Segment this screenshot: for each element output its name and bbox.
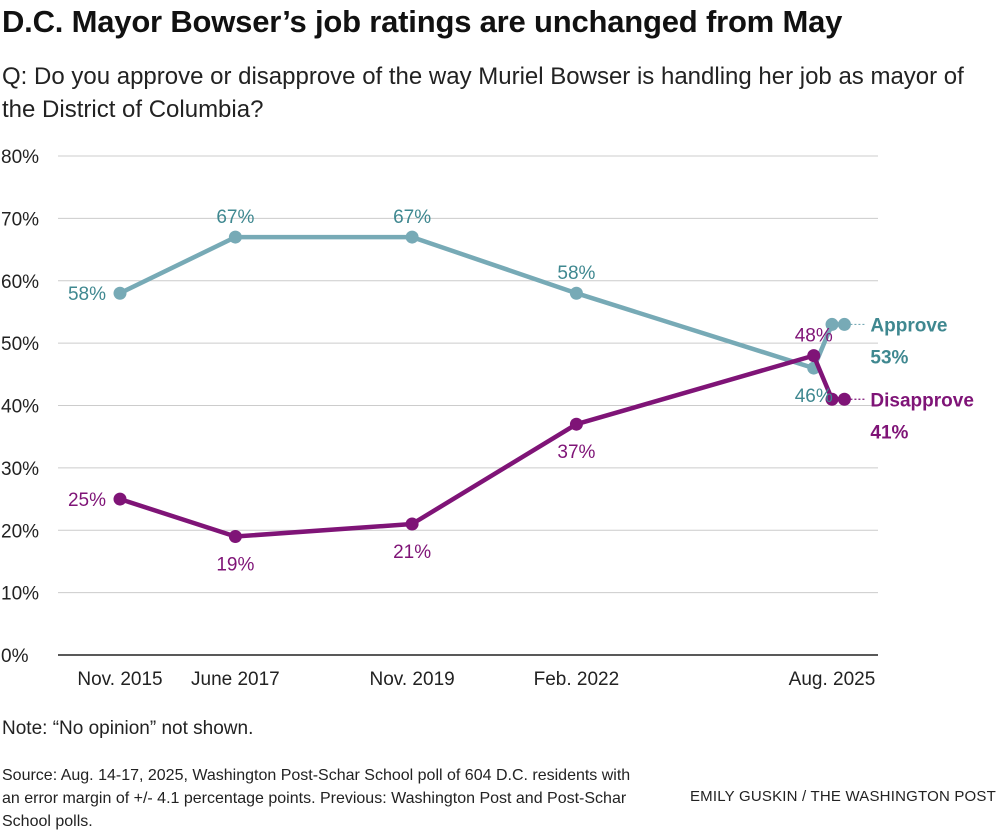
line-chart: 0% 10% 20% 30% 40% 50% 60% 70% 80% Nov. 2015 June… bbox=[1, 147, 974, 690]
gridlines bbox=[58, 155, 878, 656]
approve-line bbox=[117, 234, 835, 371]
disapprove-point bbox=[807, 349, 821, 363]
chart-source: Source: Aug. 14-17, 2025, Washington Pos… bbox=[2, 767, 631, 830]
x-tick-label: Nov. 2019 bbox=[370, 669, 455, 690]
disapprove-point bbox=[825, 392, 839, 406]
approve-value-label: 58% bbox=[68, 284, 106, 305]
disapprove-point bbox=[405, 517, 419, 531]
disapprove-value-label: 37% bbox=[557, 442, 595, 463]
y-tick-label: 30% bbox=[1, 459, 39, 480]
y-tick-label: 50% bbox=[1, 334, 39, 355]
disapprove-value-label: 48% bbox=[795, 326, 833, 347]
approve-value-label: 67% bbox=[216, 207, 254, 228]
chart-note: Note: “No opinion” not shown. bbox=[2, 718, 254, 739]
approve-point bbox=[825, 317, 839, 331]
x-axis-ticks: Nov. 2015 June 2017 Nov. 2019 Feb. 2022 Aug.… bbox=[77, 669, 875, 690]
disapprove-value-label: 19% bbox=[216, 554, 254, 575]
approve-end-value: 53% bbox=[870, 347, 908, 368]
disapprove-line bbox=[117, 353, 835, 539]
y-tick-label: 0% bbox=[1, 646, 29, 667]
disapprove-point bbox=[228, 529, 242, 543]
disapprove-point bbox=[569, 417, 583, 431]
x-tick-label: Feb. 2022 bbox=[534, 669, 620, 690]
x-tick-label: Nov. 2015 bbox=[77, 669, 162, 690]
disapprove-series-label: Disapprove bbox=[870, 390, 973, 411]
approve-value-label: 67% bbox=[393, 207, 431, 228]
data-labels: 58% 67% 67% 58% 46% Approve 53% 25% 19% 21% 37% 48%… bbox=[68, 207, 974, 575]
disapprove-point bbox=[837, 392, 851, 406]
approve-series-label: Approve bbox=[870, 315, 947, 336]
approve-point bbox=[228, 230, 242, 244]
approve-point bbox=[405, 230, 419, 244]
disapprove-value-label: 21% bbox=[393, 542, 431, 563]
disapprove-point bbox=[113, 492, 127, 506]
y-axis-ticks: 0% 10% 20% 30% 40% 50% 60% 70% 80% bbox=[1, 147, 39, 667]
approve-point bbox=[113, 286, 127, 300]
chart-subtitle: Q: Do you approve or disapprove of the w… bbox=[2, 63, 964, 123]
y-tick-label: 10% bbox=[1, 584, 39, 605]
disapprove-end-value: 41% bbox=[870, 422, 908, 443]
y-tick-label: 70% bbox=[1, 209, 39, 230]
approve-value-label: 46% bbox=[795, 386, 833, 407]
y-tick-label: 80% bbox=[1, 147, 39, 168]
x-tick-label: Aug. 2025 bbox=[789, 669, 876, 690]
chart-title: D.C. Mayor Bowser’s job ratings are unch… bbox=[2, 4, 843, 39]
disapprove-value-label: 25% bbox=[68, 490, 106, 511]
approve-value-label: 58% bbox=[557, 263, 595, 284]
series bbox=[113, 230, 865, 543]
y-tick-label: 40% bbox=[1, 397, 39, 418]
x-tick-label: June 2017 bbox=[191, 669, 280, 690]
y-tick-label: 20% bbox=[1, 521, 39, 542]
approve-point bbox=[837, 317, 851, 331]
y-tick-label: 60% bbox=[1, 272, 39, 293]
chart-credit: EMILY GUSKIN / THE WASHINGTON POST bbox=[689, 788, 996, 805]
approve-point bbox=[569, 286, 583, 300]
